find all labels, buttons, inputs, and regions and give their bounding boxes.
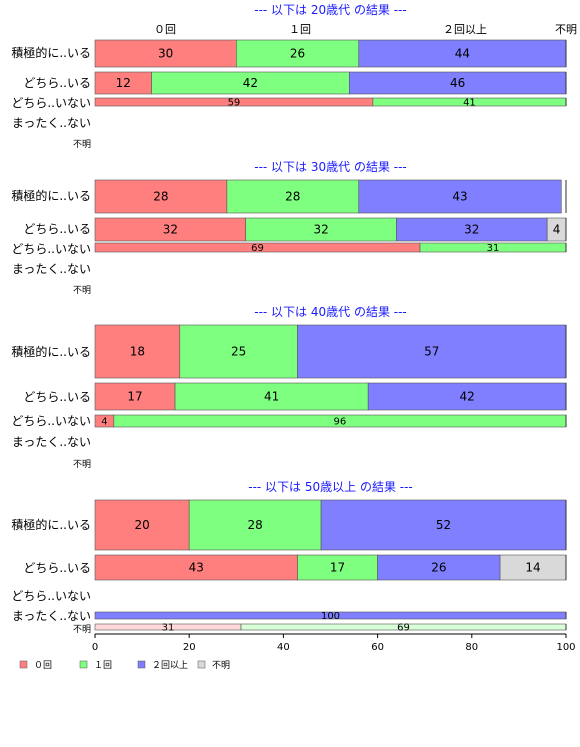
bar-segment (499, 554, 567, 581)
data-label: 44 (455, 47, 470, 61)
legend-label: ２回以上 (152, 660, 188, 671)
row-label: どちら..いない (11, 96, 91, 110)
legend-swatch (197, 660, 206, 669)
column-label: ０回 (154, 23, 176, 36)
legend-swatch (137, 660, 146, 669)
data-label: 4 (101, 417, 107, 428)
bar-segment (94, 554, 298, 581)
legend-label: ０回 (34, 660, 52, 671)
bar-segment (358, 39, 567, 68)
data-label: 28 (285, 190, 300, 204)
data-label: 20 (134, 518, 149, 532)
data-label: 28 (153, 190, 168, 204)
row-label: まったく..ない (12, 116, 91, 130)
bar-segment (94, 382, 176, 411)
data-label: 46 (450, 76, 465, 90)
data-label: 32 (464, 223, 479, 237)
bar-segment (236, 39, 360, 68)
bar-segment (320, 499, 567, 551)
data-label: 30 (158, 47, 173, 61)
group-title: --- 以下は 30歳代 の結果 --- (254, 160, 407, 174)
bar-segment (179, 324, 298, 379)
data-label: 12 (116, 76, 131, 90)
bar-segment (297, 554, 378, 581)
data-label: 52 (436, 518, 451, 532)
bar-segment (94, 499, 190, 551)
x-tick-label: 0 (92, 642, 98, 653)
data-label: 17 (330, 561, 345, 575)
bar-segment (174, 382, 369, 411)
data-label: 69 (251, 243, 264, 254)
row-label: 不明 (73, 459, 91, 470)
group-title: --- 以下は 40歳代 の結果 --- (254, 305, 407, 319)
bar-segment (94, 39, 237, 68)
data-label: 59 (228, 98, 241, 109)
data-label: 57 (424, 345, 439, 359)
data-label: 41 (463, 98, 476, 109)
data-label: 69 (397, 623, 410, 634)
column-label: ２回以上 (443, 23, 487, 36)
data-label: 41 (264, 390, 279, 404)
row-label: 積極的に..いる (11, 45, 91, 60)
bar-segment (226, 179, 360, 214)
data-label: 42 (459, 390, 474, 404)
row-label: 積極的に..いる (11, 344, 91, 359)
data-label: 43 (452, 190, 467, 204)
row-label: どちら..いる (23, 76, 91, 90)
data-label: 96 (334, 417, 347, 428)
row-label: 不明 (73, 624, 91, 635)
data-label: 32 (163, 223, 178, 237)
data-label: 14 (525, 561, 540, 575)
row-label: どちら..いる (23, 561, 91, 575)
group-title: --- 以下は 20歳代 の結果 --- (254, 3, 407, 17)
data-label: 17 (127, 390, 142, 404)
data-label: 26 (290, 47, 305, 61)
legend-label: １回 (94, 660, 112, 671)
x-tick-label: 20 (183, 642, 196, 653)
x-tick-label: 100 (556, 642, 575, 653)
row-label: どちら..いる (23, 390, 91, 404)
data-label: 31 (487, 243, 500, 254)
row-label: どちら..いない (11, 589, 91, 603)
bar-segment (94, 179, 228, 214)
bar-segment (188, 499, 322, 551)
data-label: 43 (189, 561, 204, 575)
data-label: 4 (553, 223, 561, 237)
bar-segment (377, 554, 501, 581)
bar-segment (358, 179, 562, 214)
bar-segment (94, 324, 181, 379)
x-tick-label: 80 (465, 642, 478, 653)
row-label: まったく..ない (12, 435, 91, 449)
column-label: １回 (289, 23, 311, 36)
legend-label: 不明 (212, 660, 230, 671)
row-label: 積極的に..いる (11, 517, 91, 532)
row-label: まったく..ない (12, 609, 91, 623)
bar-segment (367, 382, 567, 411)
row-label: どちら..いる (23, 222, 91, 236)
data-label: 25 (231, 345, 246, 359)
data-label: 28 (247, 518, 262, 532)
row-label: まったく..ない (12, 262, 91, 276)
data-label: 31 (162, 623, 175, 634)
data-label: 42 (243, 76, 258, 90)
data-label: 26 (431, 561, 446, 575)
row-label: 積極的に..いる (11, 188, 91, 203)
bar-segment (297, 324, 567, 379)
legend-swatch (19, 660, 28, 669)
row-label: どちら..いない (11, 414, 91, 428)
row-label: 不明 (73, 285, 91, 296)
x-tick-label: 60 (371, 642, 384, 653)
row-label: どちら..いない (11, 242, 91, 256)
x-tick-label: 40 (277, 642, 290, 653)
legend-swatch (79, 660, 88, 669)
data-label: 100 (321, 611, 340, 622)
row-label: 不明 (73, 139, 91, 150)
data-label: 18 (130, 345, 145, 359)
group-title: --- 以下は 50歳以上 の結果 --- (248, 480, 413, 494)
data-label: 32 (313, 223, 328, 237)
column-label: 不明 (555, 23, 577, 36)
